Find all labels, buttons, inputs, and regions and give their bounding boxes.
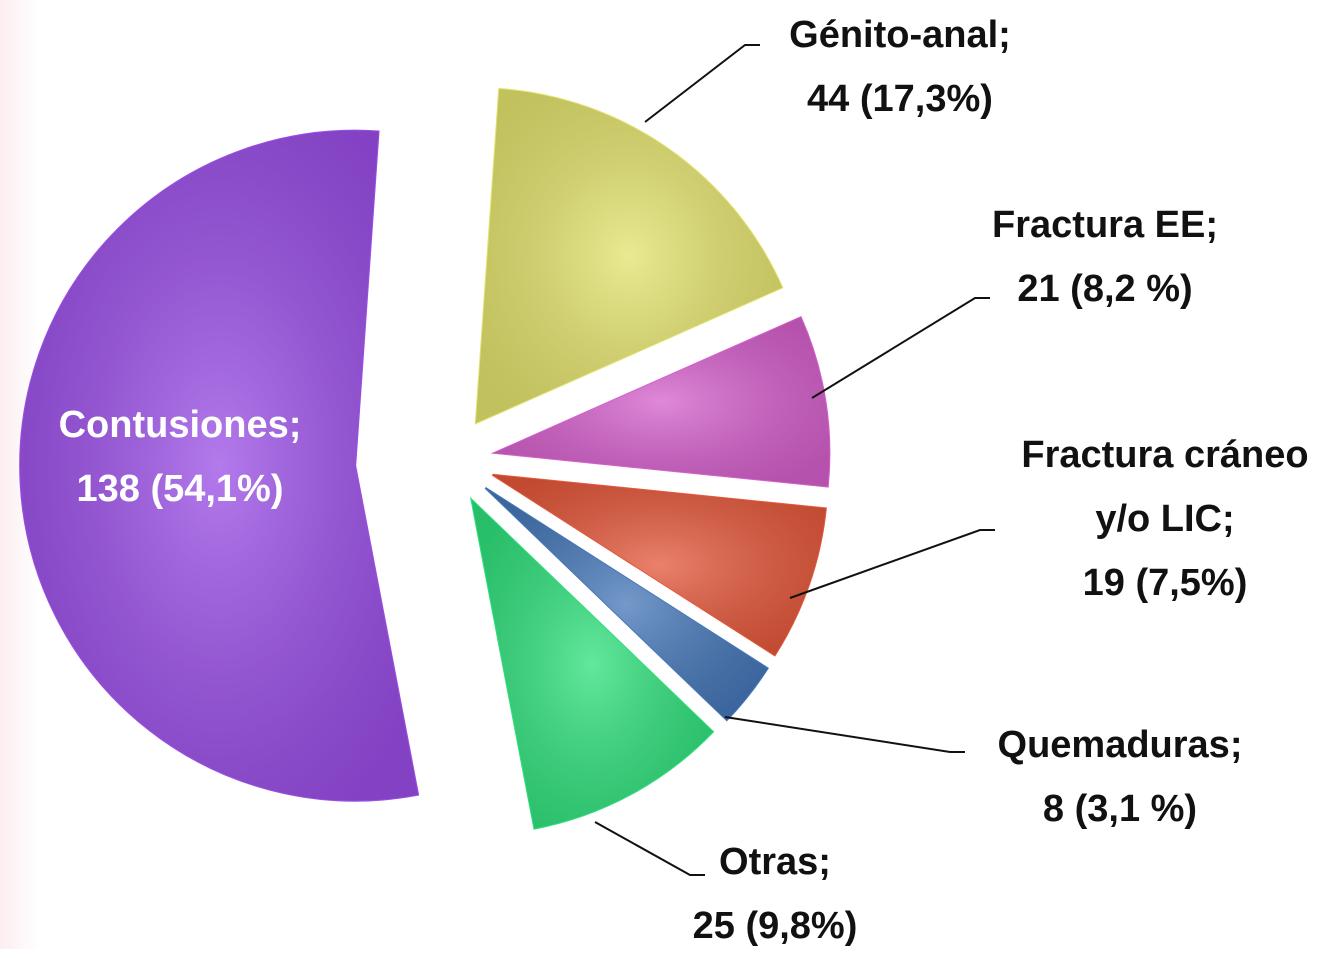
category-label: Quemaduras;: [997, 724, 1243, 766]
value-label: 138 (54,1%): [76, 468, 284, 510]
leader-line: [811, 297, 990, 399]
slice-label: Quemaduras; 8 (3,1 %): [960, 713, 1280, 841]
slice-label: Génito-anal; 44 (17,3%): [740, 3, 1060, 131]
leader-line: [724, 716, 965, 753]
value-label: 19 (7,5%): [1082, 562, 1248, 604]
slice-shade: [492, 474, 826, 656]
category-label: Génito-anal;: [789, 14, 1011, 56]
value-label: 21 (8,2 %): [1017, 268, 1193, 310]
category-label: Otras;: [719, 841, 831, 883]
slice-shade: [485, 487, 768, 721]
slices: [19, 87, 831, 830]
leader-line: [789, 529, 995, 599]
slice-shade: [494, 317, 830, 487]
value-label: 44 (17,3%): [807, 78, 993, 120]
leader-line: [594, 821, 705, 876]
value-label: 25 (9,8%): [692, 905, 858, 947]
slice-label: Fractura EE; 21 (8,2 %): [945, 193, 1265, 321]
category-label: Fractura EE;: [992, 204, 1218, 246]
leader-lines: [594, 44, 995, 876]
slice-label: Otras; 25 (9,8%): [615, 830, 935, 958]
slice-shade: [20, 130, 419, 801]
category-label: Contusiones;: [58, 404, 302, 446]
slice-shade: [471, 499, 713, 829]
slice-label: Fractura cráneo y/o LIC; 19 (7,5%): [1000, 423, 1330, 615]
leader-line: [644, 44, 760, 123]
category-label: Fractura cráneo y/o LIC;: [1021, 434, 1309, 540]
value-label: 8 (3,1 %): [1042, 788, 1198, 830]
slice-shade: [475, 88, 783, 424]
slice-label: Contusiones; 138 (54,1%): [20, 393, 340, 521]
